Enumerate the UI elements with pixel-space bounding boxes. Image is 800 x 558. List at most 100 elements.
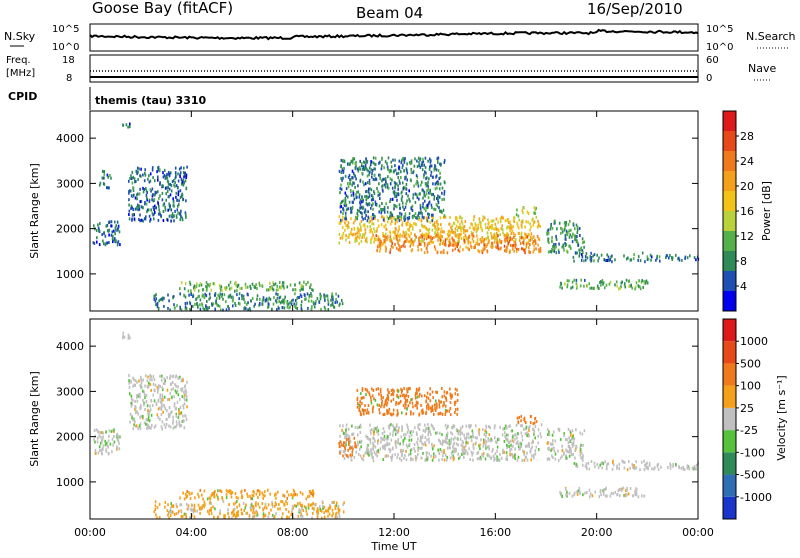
data-cell	[335, 504, 338, 508]
data-cell	[386, 215, 388, 219]
data-cell	[250, 287, 252, 290]
data-cell	[351, 432, 353, 436]
data-cell	[427, 159, 429, 163]
data-cell	[138, 192, 141, 196]
freq-label-line2: [MHz]	[6, 68, 35, 79]
data-cell	[406, 407, 408, 411]
data-cell	[195, 297, 198, 301]
data-cell	[675, 253, 677, 257]
data-cell	[535, 420, 538, 424]
data-cell	[582, 251, 584, 255]
data-cell	[669, 254, 671, 257]
data-cell	[424, 436, 427, 439]
data-cell	[529, 251, 531, 254]
data-cell	[128, 209, 131, 213]
data-cell	[345, 187, 348, 191]
data-cell	[416, 403, 418, 407]
data-cell	[316, 516, 319, 520]
data-cell	[575, 462, 578, 466]
data-cell	[96, 436, 99, 440]
data-cell	[548, 448, 550, 452]
data-cell	[481, 238, 483, 242]
data-cell	[381, 437, 383, 441]
data-cell	[480, 438, 482, 442]
data-cell	[149, 382, 152, 386]
data-cell	[201, 302, 203, 306]
data-cell	[427, 402, 429, 406]
data-cell	[312, 511, 314, 515]
data-cell	[465, 441, 467, 445]
data-cell	[602, 282, 604, 286]
data-cell	[646, 461, 648, 465]
data-cell	[168, 424, 170, 428]
data-cell	[139, 219, 142, 223]
data-cell	[399, 394, 402, 398]
x-tick-label: 00:00	[74, 526, 106, 539]
data-cell	[536, 225, 539, 229]
data-cell	[499, 217, 502, 221]
data-cell	[432, 454, 435, 458]
data-cell	[93, 438, 95, 442]
data-region	[356, 387, 459, 417]
data-cell	[449, 241, 451, 245]
data-cell	[522, 247, 524, 251]
data-cell	[284, 295, 286, 299]
data-cell	[156, 516, 158, 520]
data-cell	[162, 219, 165, 222]
data-cell	[235, 514, 238, 518]
data-cell	[339, 451, 341, 455]
data-cell	[306, 512, 308, 516]
data-cell	[447, 230, 450, 234]
data-cell	[439, 400, 441, 404]
data-cell	[618, 488, 621, 492]
data-cell	[572, 440, 575, 444]
data-cell	[359, 198, 362, 202]
data-cell	[436, 229, 439, 233]
data-cell	[376, 430, 378, 434]
data-cell	[154, 299, 157, 303]
data-cell	[465, 438, 468, 441]
data-cell	[362, 223, 365, 227]
data-cell	[369, 230, 371, 234]
data-cell	[428, 452, 430, 456]
data-cell	[368, 181, 371, 185]
data-cell	[217, 515, 219, 519]
data-cell	[301, 503, 303, 507]
data-cell	[361, 388, 364, 392]
data-cell	[481, 453, 483, 457]
data-cell	[553, 245, 556, 249]
data-cell	[566, 438, 568, 442]
data-cell	[394, 222, 397, 225]
data-cell	[491, 225, 493, 229]
data-cell	[420, 183, 422, 187]
data-cell	[311, 305, 313, 309]
data-cell	[510, 226, 513, 230]
data-cell	[355, 190, 358, 194]
data-cell	[612, 461, 614, 465]
data-cell	[610, 255, 612, 259]
data-cell	[180, 177, 183, 181]
data-cell	[379, 160, 381, 164]
data-cell	[392, 446, 394, 450]
data-cell	[364, 208, 367, 212]
data-cell	[142, 389, 144, 393]
data-cell	[514, 457, 516, 460]
data-cell	[578, 227, 581, 230]
data-cell	[611, 254, 613, 258]
data-cell	[536, 234, 539, 238]
data-cell	[143, 403, 145, 407]
data-cell	[294, 492, 296, 496]
data-cell	[344, 211, 347, 215]
data-cell	[453, 222, 456, 226]
data-cell	[359, 404, 361, 408]
data-cell	[106, 173, 109, 177]
data-cell	[408, 235, 411, 239]
data-cell	[411, 401, 414, 405]
data-cell	[635, 491, 638, 495]
data-cell	[385, 232, 387, 236]
data-cell	[608, 258, 611, 262]
data-cell	[364, 239, 367, 243]
data-cell	[322, 506, 324, 510]
data-cell	[623, 466, 626, 470]
